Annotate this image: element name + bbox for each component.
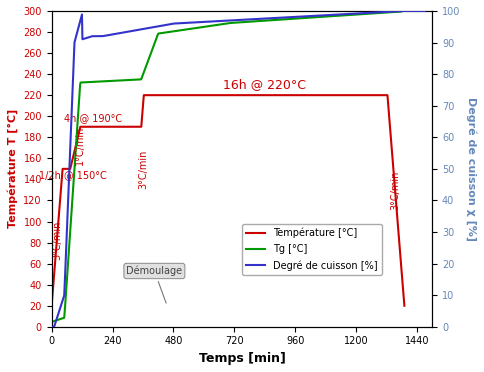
Text: 16h @ 220°C: 16h @ 220°C [223,78,306,91]
X-axis label: Temps [min]: Temps [min] [198,352,286,365]
Text: 4h @ 190°C: 4h @ 190°C [64,113,122,124]
Y-axis label: Température T [°C]: Température T [°C] [7,109,18,228]
Text: 3°C/min: 3°C/min [138,149,148,189]
Text: 3°C/min: 3°C/min [391,170,401,209]
Text: 1/2h @ 150°C: 1/2h @ 150°C [39,170,106,180]
Text: 3°C/min: 3°C/min [52,221,62,260]
Text: Démoulage: Démoulage [126,266,182,303]
Text: 1°C/min: 1°C/min [75,126,85,166]
Y-axis label: Degré de cuisson χ [%]: Degré de cuisson χ [%] [466,97,477,241]
Legend: Température [°C], Tg [°C], Degré de cuisson [%]: Température [°C], Tg [°C], Degré de cuis… [242,224,382,275]
